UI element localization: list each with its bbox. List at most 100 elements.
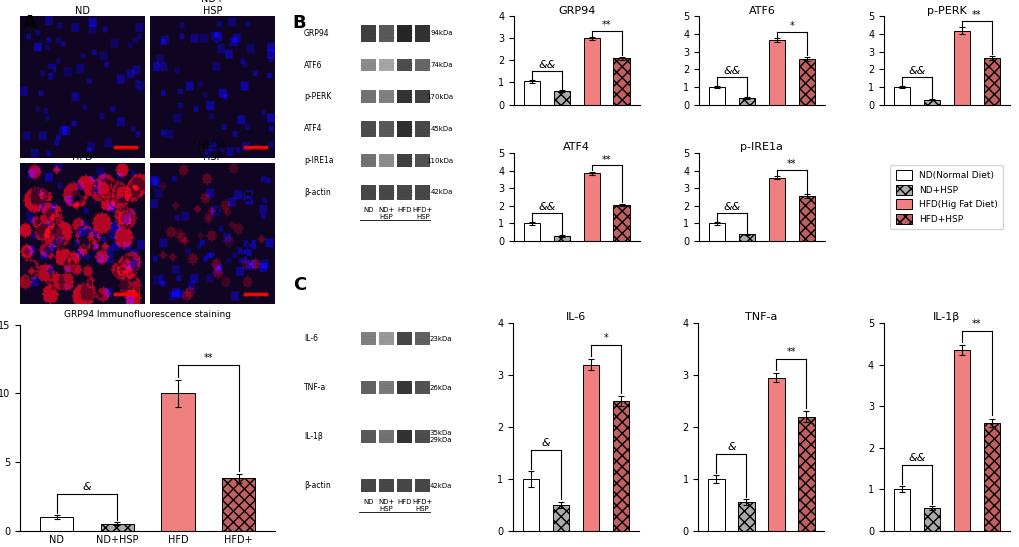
Title: p-IRE1a: p-IRE1a <box>740 142 783 152</box>
Bar <box>396 479 412 492</box>
Text: *: * <box>789 21 794 31</box>
Text: **: ** <box>786 347 796 357</box>
Text: &&: && <box>908 66 925 76</box>
Bar <box>523 224 540 241</box>
Bar <box>415 60 430 71</box>
Bar <box>612 205 630 241</box>
Bar <box>396 154 412 167</box>
Bar <box>798 196 814 241</box>
Bar <box>738 235 754 241</box>
Text: **: ** <box>204 353 213 363</box>
Bar <box>361 90 376 103</box>
Bar <box>923 100 940 104</box>
Legend: ND(Normal Diet), ND+HSP, HFD(Hig Fat Diet), HFD+HSP: ND(Normal Diet), ND+HSP, HFD(Hig Fat Die… <box>890 165 1003 229</box>
Text: **: ** <box>971 10 980 20</box>
Bar <box>738 502 754 531</box>
Bar <box>361 154 376 167</box>
Bar <box>361 381 375 394</box>
Bar <box>379 90 394 103</box>
Text: C: C <box>292 276 306 294</box>
Text: &&: && <box>538 60 555 70</box>
Bar <box>378 430 393 443</box>
Bar <box>415 154 430 167</box>
Text: 42kDa: 42kDa <box>430 189 452 195</box>
Bar <box>953 350 969 531</box>
Title: ND: ND <box>75 5 91 16</box>
Bar <box>798 416 814 531</box>
Title: HFD: HFD <box>72 153 93 162</box>
Title: HFD+
HSP: HFD+ HSP <box>198 141 226 162</box>
Bar <box>379 154 394 167</box>
Text: A: A <box>22 14 37 32</box>
Text: β-actin: β-actin <box>304 188 330 197</box>
Bar <box>582 365 599 531</box>
Bar <box>396 332 412 345</box>
Bar <box>767 377 784 531</box>
Text: 94kDa: 94kDa <box>430 30 452 36</box>
Title: GRP94: GRP94 <box>557 5 595 16</box>
Text: IL-1β: IL-1β <box>304 432 322 441</box>
Text: HFD+
HSP: HFD+ HSP <box>412 499 432 513</box>
Text: &: & <box>83 482 92 492</box>
Text: &: & <box>541 438 550 448</box>
Text: p-PERK: p-PERK <box>304 92 331 101</box>
Bar <box>40 517 73 531</box>
Text: TNF-a: TNF-a <box>304 383 326 392</box>
Bar <box>612 59 630 104</box>
Bar <box>361 60 376 71</box>
Bar <box>415 185 430 200</box>
Bar <box>378 479 393 492</box>
Title: TNF-a: TNF-a <box>745 312 776 322</box>
Bar <box>415 430 429 443</box>
Bar <box>583 38 599 104</box>
Text: 170kDa: 170kDa <box>426 94 452 100</box>
Bar <box>982 58 999 104</box>
Bar <box>379 25 394 42</box>
Text: 26kDa: 26kDa <box>429 385 451 391</box>
Bar <box>361 430 375 443</box>
Bar <box>553 91 570 104</box>
Text: ND+
HSP: ND+ HSP <box>378 207 394 220</box>
Bar <box>953 31 969 104</box>
Bar <box>379 60 394 71</box>
Bar <box>768 178 785 241</box>
Bar <box>415 121 430 137</box>
Bar <box>379 121 394 137</box>
Text: **: ** <box>787 159 796 169</box>
Bar <box>798 59 814 104</box>
Text: **: ** <box>601 155 611 165</box>
Text: ND: ND <box>363 499 373 505</box>
Text: **: ** <box>601 20 611 30</box>
Text: 42kDa: 42kDa <box>429 482 451 488</box>
Text: &&: && <box>907 453 924 463</box>
Bar <box>396 60 412 71</box>
Text: HFD: HFD <box>397 207 412 213</box>
Text: *: * <box>603 333 608 343</box>
Title: ATF4: ATF4 <box>562 142 590 152</box>
Bar <box>161 393 195 531</box>
Text: ND+
HSP: ND+ HSP <box>378 499 394 513</box>
Bar <box>523 82 540 104</box>
Text: ND: ND <box>363 207 374 213</box>
Title: ND+
HSP: ND+ HSP <box>201 0 224 16</box>
Bar <box>922 508 940 531</box>
Text: β-actin: β-actin <box>304 481 330 490</box>
Text: B: B <box>292 14 306 32</box>
Title: IL-1β: IL-1β <box>932 312 960 322</box>
Bar <box>396 121 412 137</box>
Title: p-PERK: p-PERK <box>926 5 966 16</box>
Bar <box>612 401 629 531</box>
Text: GRP94 Immunofluorescence staining: GRP94 Immunofluorescence staining <box>64 310 231 319</box>
Bar <box>361 121 376 137</box>
Text: 45kDa: 45kDa <box>430 126 452 132</box>
Bar <box>415 381 429 394</box>
Bar <box>378 381 393 394</box>
Bar <box>222 479 255 531</box>
Text: &&: && <box>538 202 555 212</box>
Bar <box>738 98 754 104</box>
Bar <box>396 381 412 394</box>
Text: 74kDa: 74kDa <box>430 62 452 68</box>
Text: &&: && <box>722 66 740 76</box>
Bar <box>396 185 412 200</box>
Bar <box>361 479 375 492</box>
